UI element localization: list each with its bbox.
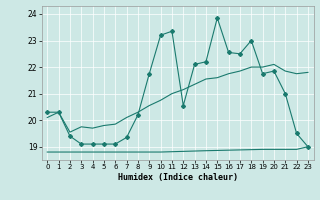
X-axis label: Humidex (Indice chaleur): Humidex (Indice chaleur) <box>118 173 237 182</box>
